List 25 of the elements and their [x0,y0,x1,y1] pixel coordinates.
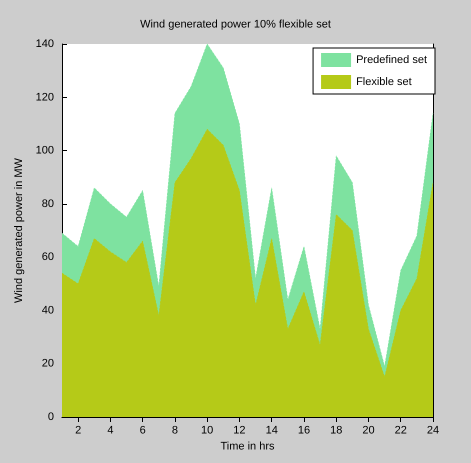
x-tick-label: 2 [75,424,82,436]
y-tick-label: 0 [48,411,54,423]
y-tick-label: 140 [36,38,54,50]
y-tick-label: 20 [42,358,54,370]
x-tick-label: 20 [362,424,375,436]
x-tick-label: 10 [201,424,214,436]
x-tick-label: 16 [298,424,310,436]
x-tick-label: 8 [172,424,178,436]
x-tick-label: 6 [140,424,146,436]
legend-label: Flexible set [356,76,412,88]
y-tick-label: 120 [36,91,54,104]
x-tick-label: 24 [426,424,440,436]
y-axis-title: Wind generated power in MW [13,157,26,303]
x-tick-label: 12 [233,424,246,436]
x-tick-label: 18 [330,424,342,436]
y-tick-label: 40 [42,304,54,316]
y-tick-label: 80 [42,198,54,210]
chart-title: Wind generated power 10% flexible set [140,18,331,30]
x-tick-label: 22 [394,424,407,436]
y-tick-label: 100 [36,144,54,157]
legend-label: Predefined set [356,54,427,66]
x-axis-title: Time in hrs [220,440,275,452]
y-tick-label: 60 [42,251,54,264]
x-tick-label: 4 [107,424,114,436]
x-tick-label: 14 [266,424,278,436]
